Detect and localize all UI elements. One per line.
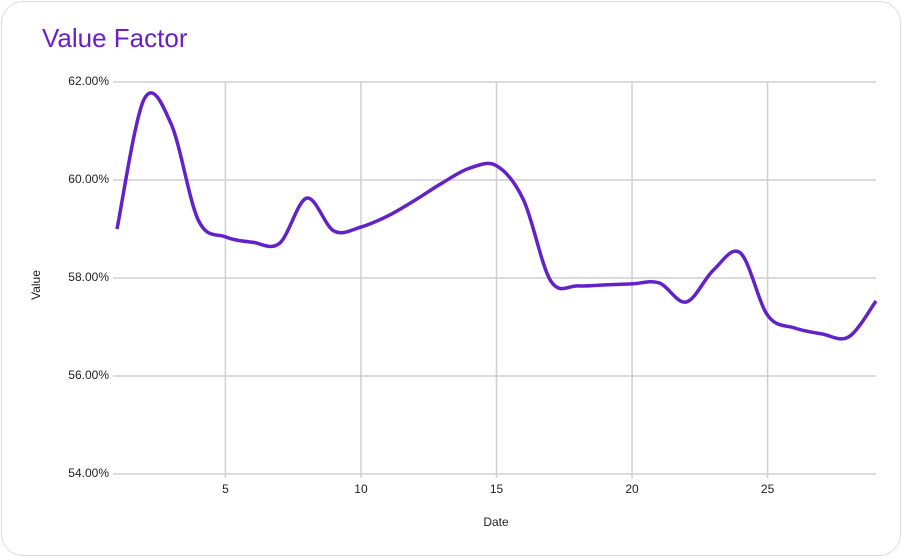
data-line (115, 91, 878, 341)
y-tick-label: 54.00% (68, 466, 109, 480)
y-tick-label: 62.00% (68, 74, 109, 88)
x-tick-label: 25 (761, 482, 775, 496)
x-tick-label: 10 (354, 482, 368, 496)
x-tick-label: 20 (625, 482, 639, 496)
y-axis-label: Value (29, 270, 43, 300)
x-axis-label: Date (483, 515, 509, 529)
x-tick-label: 15 (490, 482, 504, 496)
y-tick-label: 60.00% (68, 172, 109, 186)
x-tick-label: 5 (222, 482, 229, 496)
y-tick-label: 58.00% (68, 270, 109, 284)
chart-title: Value Factor (42, 23, 188, 53)
y-tick-label: 56.00% (68, 368, 109, 382)
